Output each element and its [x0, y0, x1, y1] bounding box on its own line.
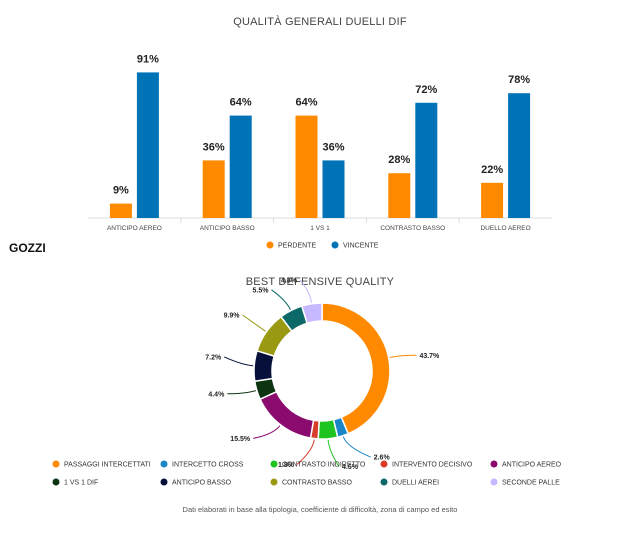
legend-marker — [380, 478, 388, 486]
donut-slice — [300, 302, 323, 325]
donut-chart: 43.7% 2.6% 4.6% 1.8% 15.5% 4.4% 7.2% 9.9% 5.5% 4.… — [52, 277, 562, 487]
bar-value-label: 36% — [203, 141, 225, 153]
slice-value-label: 7.2% — [205, 354, 222, 361]
legend-marker — [52, 460, 60, 468]
legend-label: DUELLI AEREI — [392, 480, 439, 487]
slice-value-label: 1.8% — [278, 462, 295, 469]
slice-leader-line — [389, 354, 417, 358]
slice-value-label: 15.5% — [230, 436, 251, 443]
bar-value-label: 64% — [230, 97, 252, 109]
player-name: GOZZI — [9, 241, 46, 255]
category-label: ANTICIPO BASSO — [200, 225, 255, 232]
donut-slice — [259, 390, 315, 439]
legend-marker — [160, 478, 168, 486]
legend-marker — [490, 460, 498, 468]
slice-leader-line — [327, 439, 340, 467]
category-label: ANTICIPO AEREO — [107, 225, 162, 232]
bar-vincente — [322, 160, 345, 218]
slice-leader-line — [253, 425, 281, 439]
legend-marker-vincente — [331, 241, 339, 249]
legend-marker-perdente — [266, 241, 274, 249]
legend-label: CONTRASTO BASSO — [282, 480, 352, 487]
bar-chart-title: QUALITÀ GENERALI DUELLI DIF — [233, 16, 407, 28]
bar-vincente — [136, 72, 159, 219]
slice-value-label: 4.4% — [208, 391, 225, 398]
bar-vincente — [415, 102, 438, 218]
slice-value-label: 4.8% — [281, 277, 298, 284]
legend-label: ANTICIPO AEREO — [502, 462, 562, 469]
bar-perdente — [202, 160, 225, 218]
legend-label: VINCENTE — [343, 243, 379, 250]
slice-value-label: 5.5% — [252, 287, 269, 294]
legend-marker — [160, 460, 168, 468]
bar-value-label: 28% — [388, 154, 410, 166]
legend-marker — [270, 478, 278, 486]
legend-label: PERDENTE — [278, 243, 316, 250]
slice-leader-line — [227, 390, 257, 395]
slice-leader-line — [242, 314, 266, 332]
donut-slice — [317, 418, 339, 440]
legend-label: SECONDE PALLE — [502, 480, 560, 487]
slice-value-label: 9.9% — [224, 312, 241, 319]
bar-vincente — [508, 93, 531, 218]
bar-value-label: 72% — [415, 84, 437, 96]
bar-perdente — [481, 182, 504, 218]
slice-value-label: 43.7% — [419, 353, 440, 360]
bar-perdente — [109, 203, 132, 218]
legend-label: 1 VS 1 DIF — [64, 480, 98, 487]
legend-label: CONTRASTO INDIRETTO — [282, 462, 366, 469]
bar-chart: 9% 91% ANTICIPO AEREO 36% 64% ANTICIPO BASSO 6… — [88, 53, 552, 250]
slice-leader-line — [299, 279, 313, 303]
slice-leader-line — [224, 356, 254, 367]
bar-value-label: 22% — [481, 164, 503, 176]
slice-value-label: 2.6% — [374, 455, 391, 462]
bar-perdente — [388, 173, 411, 218]
legend-label: INTERVENTO DECISIVO — [392, 462, 473, 469]
legend-marker — [270, 460, 278, 468]
donut-chart-title: BEST DEFENSIVE QUALITY — [245, 276, 395, 288]
slice-leader-line — [271, 289, 291, 310]
footnote: Dati elaborati in base alla tipologia, c… — [182, 505, 458, 514]
bar-value-label: 9% — [113, 185, 129, 197]
legend-label: INTERCETTO CROSS — [172, 462, 244, 469]
bar-vincente — [229, 115, 252, 218]
legend-marker — [52, 478, 60, 486]
bar-perdente — [295, 115, 318, 218]
bar-value-label: 36% — [322, 141, 344, 153]
slice-leader-line — [296, 439, 315, 465]
bar-value-label: 91% — [137, 53, 159, 65]
slice-leader-line — [342, 436, 371, 458]
donut-slice — [321, 302, 391, 435]
legend-label: PASSAGGI INTERCETTATI — [64, 462, 151, 469]
legend-marker — [380, 460, 388, 468]
bar-value-label: 64% — [295, 97, 317, 109]
legend-label: ANTICIPO BASSO — [172, 480, 232, 487]
category-label: 1 VS 1 — [310, 225, 330, 232]
bar-value-label: 78% — [508, 74, 530, 86]
slice-value-label: 4.6% — [342, 464, 359, 471]
category-label: DUELLO AEREO — [480, 225, 530, 232]
legend-marker — [490, 478, 498, 486]
category-label: CONTRASTO BASSO — [380, 225, 445, 232]
